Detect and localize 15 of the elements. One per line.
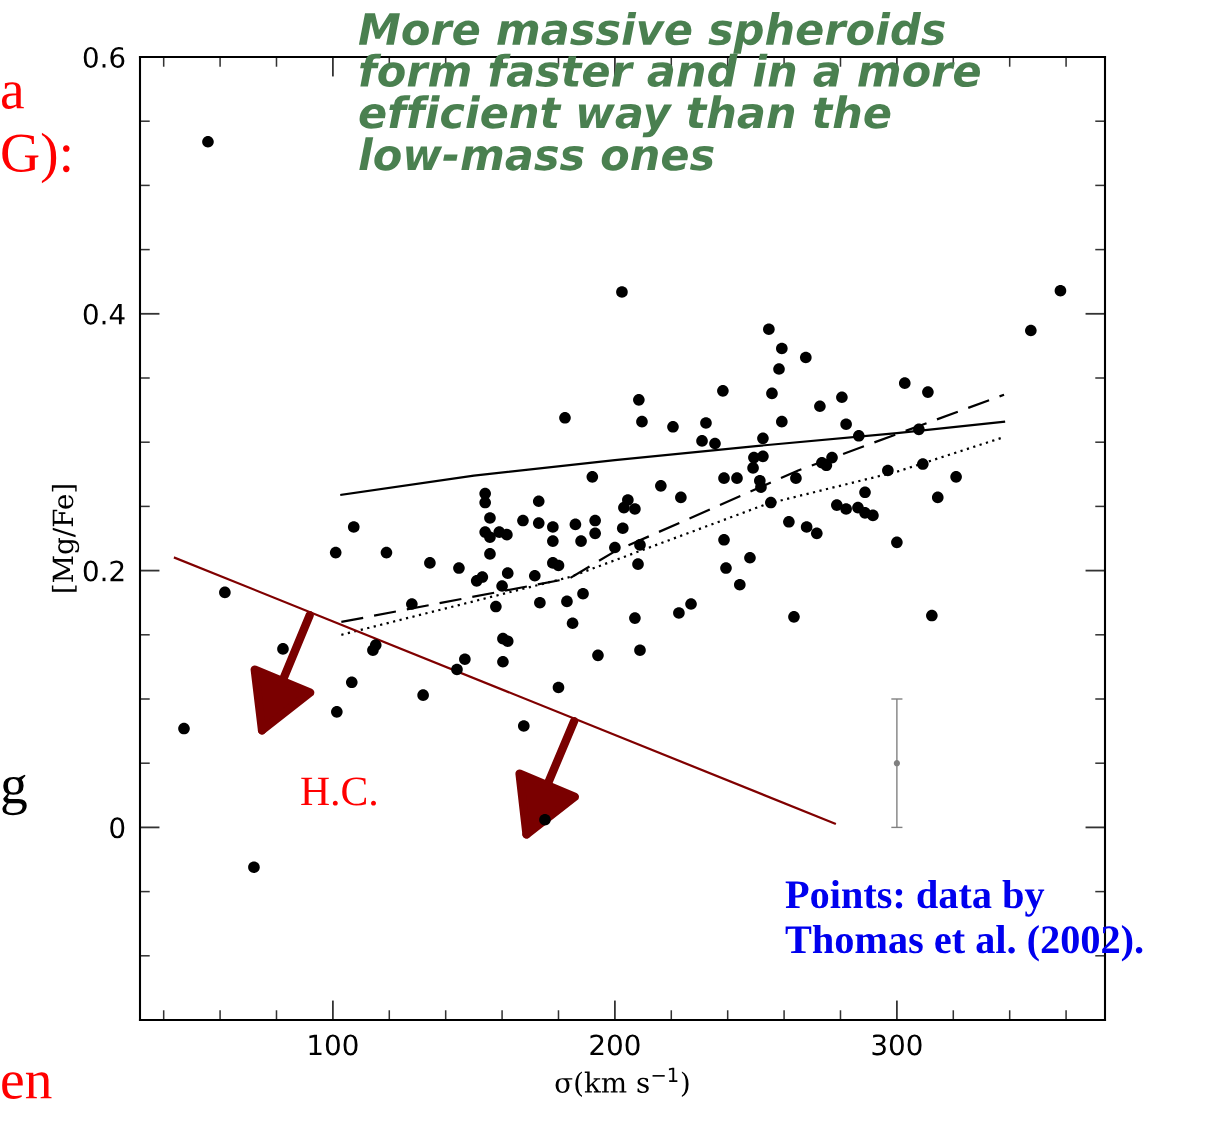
y-tick-label: 0.2 (83, 560, 124, 582)
x-tick-label: 300 (872, 1034, 922, 1056)
y-tick-label: 0 (110, 817, 125, 839)
text: en (2, 1072, 52, 1099)
text: a (1, 82, 24, 109)
annotation: H.C. (301, 777, 376, 806)
x-axis-title: σ(km s$^{−1}$) (555, 1067, 689, 1097)
y-axis-title: [Mg/Fe] (51, 485, 80, 592)
annotation: More massive spheroids form faster and in a more efficient way than the low-mass ones (358, 12, 981, 171)
text: g (2, 774, 27, 816)
y-tick-label: 0.6 (83, 46, 125, 68)
x-tick-label: 200 (590, 1034, 640, 1056)
y-tick-label: 0.4 (83, 303, 125, 325)
text: G): (2, 132, 70, 184)
x-tick-label: 100 (309, 1034, 358, 1056)
